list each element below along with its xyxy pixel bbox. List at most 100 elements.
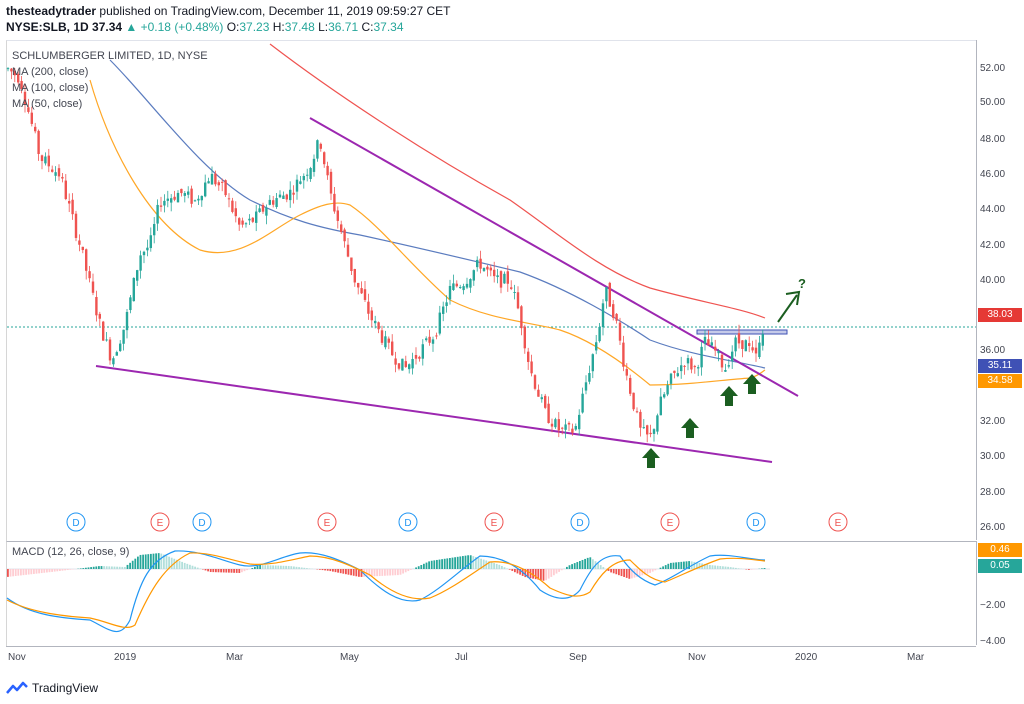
up-arrow-2[interactable] [681,418,699,438]
macd-bar [51,569,53,572]
time-axis[interactable] [6,646,976,671]
ma50-line [89,79,766,386]
dividend-marker[interactable]: D [66,512,86,532]
candle-body [615,313,618,321]
dividend-marker[interactable]: D [192,512,212,532]
upper-trendline[interactable] [309,117,799,397]
up-arrow-4[interactable] [743,374,761,394]
macd-bar [425,562,428,569]
candle-body [438,312,441,334]
candle-body [51,169,54,172]
candle-body [472,270,475,281]
candle-body [584,382,588,391]
candle-body [605,287,608,302]
candle-body [170,198,173,203]
candle-body [353,269,356,283]
candle-body [710,342,713,346]
up-arrow-1[interactable] [642,448,660,468]
ma200-legend[interactable]: MA (200, close) [12,66,89,78]
candle-body [187,191,190,195]
candle-body [193,200,197,202]
candle-body [414,355,418,359]
macd-bar [163,554,165,569]
macd-bar [576,562,579,569]
resistance-box[interactable] [696,329,788,335]
candle-body [754,347,758,354]
symbol-label[interactable]: NYSE:SLB, 1D [6,20,89,34]
macd-axis[interactable] [976,541,1023,645]
candle-body [91,281,95,293]
event-label: D [404,518,411,529]
price-axis[interactable] [976,40,1023,540]
candle-body [142,251,146,256]
earnings-marker[interactable]: E [317,512,337,532]
macd-bar [79,568,82,569]
candle-body [214,173,217,185]
macd-bar [243,569,246,572]
macd-bar [493,563,495,569]
dividend-marker[interactable]: D [570,512,590,532]
candle-body [200,195,203,201]
candle-body [737,333,741,344]
earnings-marker[interactable]: E [484,512,504,532]
candle-body [34,126,37,132]
macd-bar [342,569,345,574]
time-tick: Nov [8,652,26,663]
macd-bar [430,560,433,569]
candle-body [731,351,734,361]
macd-bar [683,561,685,569]
macd-bar [495,563,498,569]
dividend-marker[interactable]: D [398,512,418,532]
macd-bar [503,567,506,569]
macd-bar [703,563,706,569]
macd-bar [368,569,371,577]
macd-bar [381,569,384,576]
ma50-legend[interactable]: MA (50, close) [12,98,83,110]
macd-bar [303,567,306,569]
candle-body [384,336,387,348]
earnings-marker[interactable]: E [828,512,848,532]
macd-bar [441,559,443,569]
up-arrow-3[interactable] [720,386,738,406]
candle-body [57,168,61,177]
macd-bar [319,569,321,570]
macd-bar [688,561,690,569]
macd-bar [602,567,605,569]
candle-body [622,342,625,367]
brand-name[interactable]: TradingView [32,681,99,695]
macd-bar [506,568,508,569]
event-label: D [72,518,79,529]
candle-body [469,279,472,288]
candle-body [231,200,234,212]
macd-bar [428,561,430,569]
projection-arrow[interactable] [777,290,801,323]
main-chart-pane[interactable] [6,40,977,541]
macd-bar [139,554,142,569]
macd-bar [638,569,641,577]
macd-legend[interactable]: MACD (12, 26, close, 9) [12,546,130,558]
macd-bar [436,559,438,569]
macd-bar [332,569,334,572]
macd-bar [698,562,701,569]
time-tick: 2020 [795,652,818,663]
macd-pane[interactable] [6,541,977,646]
earnings-marker[interactable]: E [660,512,680,532]
candle-body [452,283,455,290]
signal-badge: 0.46 [978,543,1022,557]
macd-bar [555,569,558,574]
author-name[interactable]: thesteadytrader [6,4,97,18]
earnings-marker[interactable]: E [150,512,170,532]
lower-trendline[interactable] [95,365,773,463]
ma100-legend[interactable]: MA (100, close) [12,82,89,94]
candle-body [71,199,74,215]
macd-bar [298,567,300,569]
macd-bar [729,567,732,569]
dividend-marker[interactable]: D [746,512,766,532]
tradingview-logo-icon[interactable] [6,681,28,695]
event-label: E [835,518,842,529]
candle-body [190,188,193,204]
macd-bar [407,569,410,572]
macd-bar [664,565,667,569]
candle-body [139,255,142,271]
